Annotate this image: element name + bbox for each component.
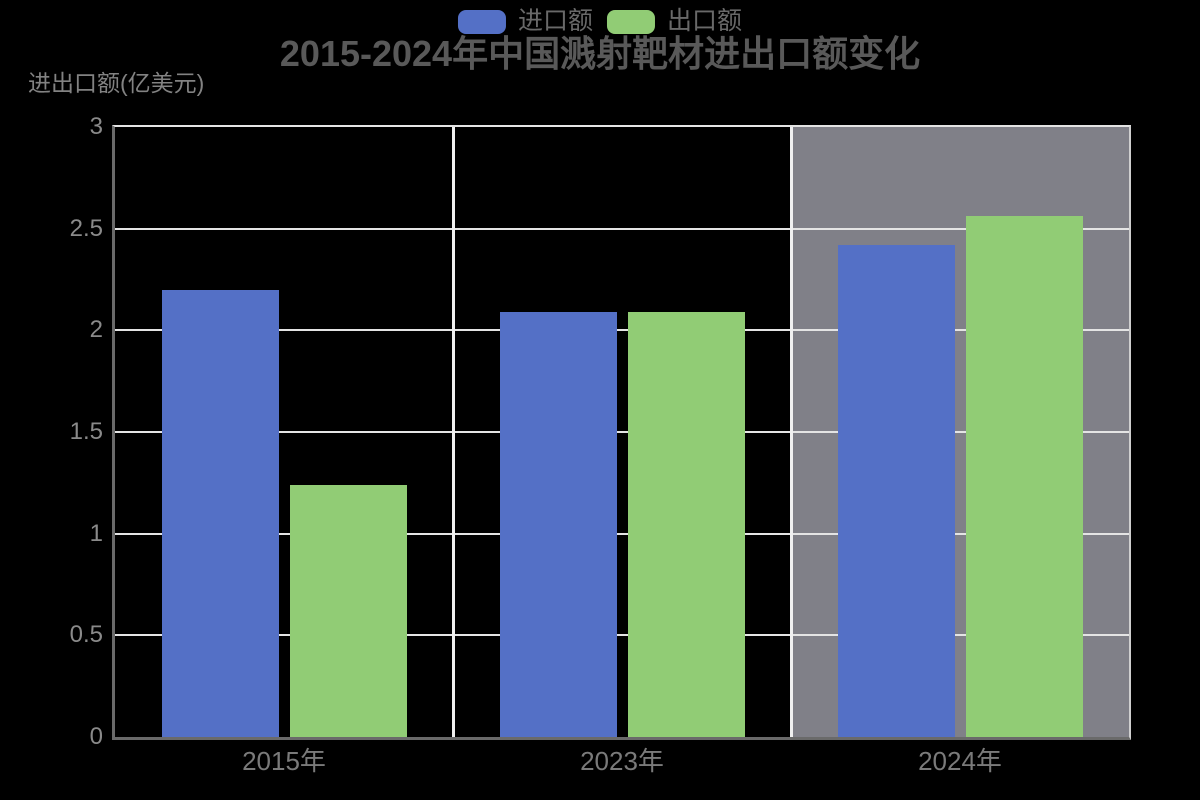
plot-area [112, 125, 1131, 740]
bar-group-2015年 [115, 127, 453, 737]
y-tick-label: 0 [89, 723, 103, 750]
bar-进口额-2015年[interactable] [161, 289, 279, 737]
y-tick-label: 3 [89, 113, 103, 140]
legend: 进口额 出口额 [457, 7, 742, 35]
y-tick-label: 0.5 [69, 621, 103, 649]
gridline [115, 634, 1129, 637]
bar-进口额-2023年[interactable] [499, 312, 617, 737]
bar-出口额-2015年[interactable] [289, 484, 407, 737]
legend-item-1[interactable]: 出口额 [607, 9, 742, 34]
bar-出口额-2023年[interactable] [627, 312, 745, 737]
category-divider [452, 127, 455, 737]
bar-groups [115, 127, 1129, 737]
gridline [115, 532, 1129, 535]
gridline [115, 227, 1129, 230]
gridline [115, 329, 1129, 332]
bar-出口额-2024年[interactable] [965, 216, 1083, 737]
gridline [115, 431, 1129, 433]
legend-swatch-icon [457, 9, 506, 34]
y-axis-tick-labels: 0 0.5 1 1.5 2 2.5 3 [0, 115, 103, 749]
category-divider [790, 127, 793, 737]
x-axis-label-2015年: 2015年 [242, 746, 326, 776]
legend-swatch-icon [607, 9, 655, 34]
y-tick-label: 2 [89, 316, 103, 344]
legend-item-label: 出口额 [667, 7, 743, 35]
chart-title: 2015-2024年中国溅射靶材进出口额变化 [279, 33, 921, 74]
y-tick-label: 1 [89, 519, 103, 547]
bar-group-2023年 [453, 127, 791, 737]
legend-item-0[interactable]: 进口额 [457, 7, 593, 35]
legend-item-label: 进口额 [517, 7, 593, 35]
x-axis-labels: 2015年 2023年 2024年 [115, 746, 1129, 777]
plot-inner [115, 127, 1129, 737]
bar-group-2024年 [791, 127, 1129, 737]
x-axis-label-2023年: 2023年 [580, 746, 664, 776]
y-tick-label: 1.5 [69, 418, 103, 445]
x-axis-label-2024年: 2024年 [918, 746, 1002, 776]
bar-进口额-2024年[interactable] [837, 244, 955, 737]
y-tick-label: 2.5 [69, 214, 103, 242]
y-axis-name: 进出口额(亿美元) [28, 70, 205, 96]
